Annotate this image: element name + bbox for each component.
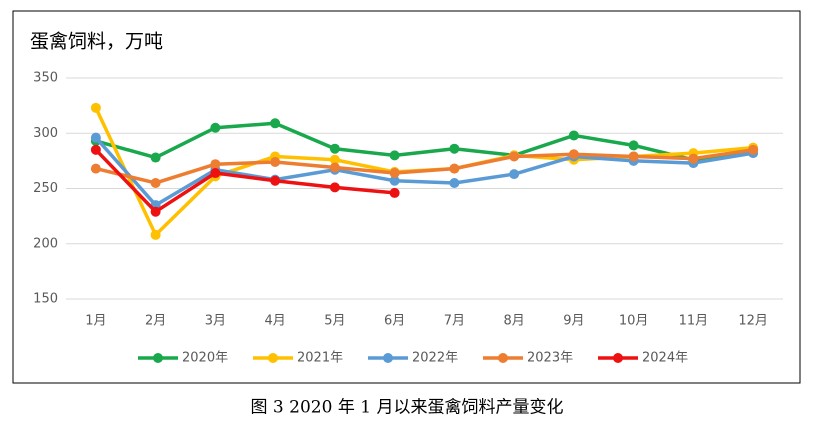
point xyxy=(329,143,340,154)
legend-marker xyxy=(498,353,508,363)
point xyxy=(150,177,161,188)
x-tick-label: 10月 xyxy=(619,314,649,329)
point xyxy=(90,163,101,174)
point xyxy=(509,151,520,162)
point xyxy=(90,132,101,143)
legend-marker xyxy=(153,353,163,363)
x-tick-label: 4月 xyxy=(264,314,285,329)
series-line xyxy=(95,148,754,185)
point xyxy=(329,162,340,173)
x-tick-label: 8月 xyxy=(503,314,524,329)
point xyxy=(628,151,639,162)
point xyxy=(210,159,221,170)
point xyxy=(210,122,221,133)
point xyxy=(270,118,281,129)
chart-title: 蛋禽饲料，万吨 xyxy=(30,31,163,53)
x-tick-label: 7月 xyxy=(444,314,465,329)
point xyxy=(389,168,400,179)
point xyxy=(389,187,400,198)
point xyxy=(509,169,520,180)
point xyxy=(150,152,161,163)
point xyxy=(389,150,400,161)
series-line xyxy=(94,148,395,214)
point xyxy=(329,154,340,165)
series-line xyxy=(94,136,754,207)
legend-marker xyxy=(268,353,278,363)
point xyxy=(628,140,639,151)
point xyxy=(329,182,340,193)
point xyxy=(150,229,161,240)
point xyxy=(568,149,579,160)
caption: 图 3 2020 年 1 月以来蛋禽饲料产量变化 xyxy=(251,398,564,418)
legend-label: 2022年 xyxy=(412,351,458,366)
x-tick-label: 11月 xyxy=(679,314,709,329)
point xyxy=(90,144,101,155)
x-tick-label: 2月 xyxy=(145,314,166,329)
series-line xyxy=(95,121,754,162)
legend-marker xyxy=(383,353,393,363)
point xyxy=(389,175,400,186)
legend-label: 2023年 xyxy=(527,351,573,366)
x-tick-label: 9月 xyxy=(563,314,584,329)
point xyxy=(270,175,281,186)
chart-frame xyxy=(12,10,801,384)
y-tick-label: 200 xyxy=(33,236,58,251)
point xyxy=(568,130,579,141)
point xyxy=(210,168,221,179)
x-tick-label: 6月 xyxy=(384,314,405,329)
point xyxy=(90,102,101,113)
legend-label: 2024年 xyxy=(642,351,688,366)
point xyxy=(748,144,759,155)
x-tick-label: 12月 xyxy=(738,314,768,329)
y-tick-label: 300 xyxy=(33,126,58,141)
legend-marker xyxy=(613,353,623,363)
legend-label: 2021年 xyxy=(297,351,343,366)
legend-label: 2020年 xyxy=(182,351,228,366)
point xyxy=(449,143,460,154)
y-tick-label: 250 xyxy=(33,181,58,196)
point xyxy=(449,163,460,174)
point xyxy=(449,177,460,188)
point xyxy=(688,153,699,164)
point xyxy=(270,156,281,167)
x-tick-label: 3月 xyxy=(205,314,226,329)
y-tick-label: 350 xyxy=(33,71,58,86)
x-tick-label: 5月 xyxy=(324,314,345,329)
y-tick-label: 150 xyxy=(33,292,58,307)
point xyxy=(150,206,161,217)
x-tick-label: 1月 xyxy=(85,314,106,329)
